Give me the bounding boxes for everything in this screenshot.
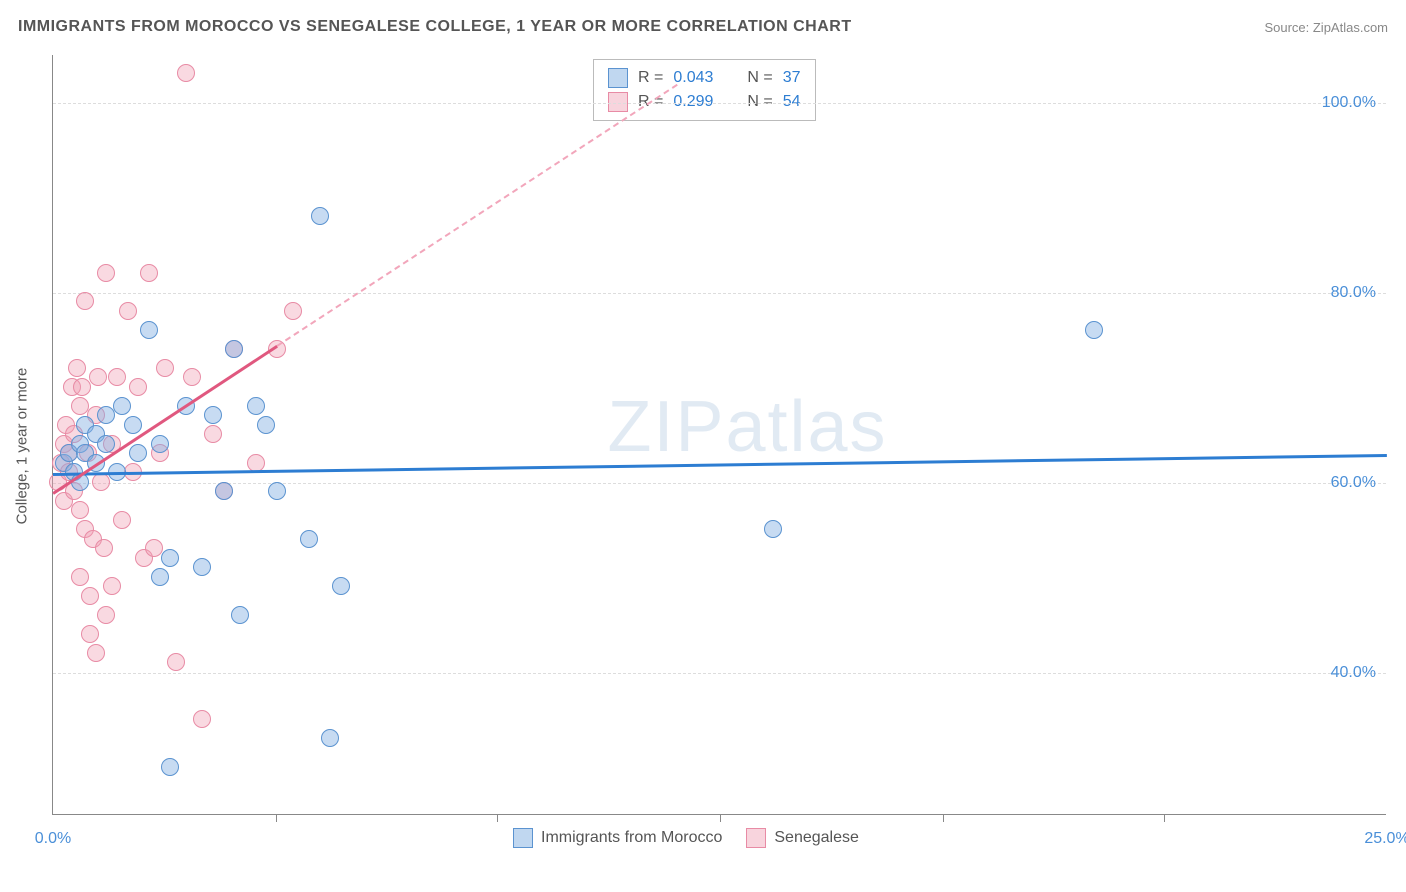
legend-label: Senegalese [774,829,859,847]
y-tick-label: 40.0% [1331,664,1376,682]
data-point [140,264,158,282]
legend-item-morocco: Immigrants from Morocco [513,828,722,848]
data-point [87,644,105,662]
trend-line [277,84,678,347]
r-value: 0.043 [673,69,713,87]
data-point [177,64,195,82]
n-label: N = [747,69,772,87]
y-axis-label: College, 1 year or more [14,368,31,525]
data-point [321,729,339,747]
x-tick [720,814,721,822]
correlation-stats-box: R = 0.043 N = 37 R = 0.299 N = 54 [593,59,816,121]
x-tick [497,814,498,822]
y-tick-label: 60.0% [1331,474,1376,492]
data-point [284,302,302,320]
data-point [129,378,147,396]
data-point [151,568,169,586]
data-point [764,520,782,538]
swatch-blue-icon [513,828,533,848]
scatter-plot-area: ZIPatlas R = 0.043 N = 37 R = 0.299 N = … [52,55,1386,815]
data-point [151,435,169,453]
series-legend: Immigrants from Morocco Senegalese [513,828,859,848]
data-point [97,606,115,624]
x-tick-label: 0.0% [35,830,71,848]
data-point [124,416,142,434]
y-tick-label: 80.0% [1331,284,1376,302]
data-point [81,587,99,605]
data-point [92,473,110,491]
data-point [71,568,89,586]
data-point [161,549,179,567]
data-point [129,444,147,462]
data-point [231,606,249,624]
data-point [73,378,91,396]
n-value: 37 [783,69,801,87]
data-point [215,482,233,500]
x-tick [1164,814,1165,822]
data-point [300,530,318,548]
legend-label: Immigrants from Morocco [541,829,722,847]
x-tick [943,814,944,822]
x-tick-label: 25.0% [1364,830,1406,848]
data-point [204,406,222,424]
data-point [89,368,107,386]
data-point [68,359,86,377]
data-point [95,539,113,557]
r-label: R = [638,69,663,87]
data-point [247,397,265,415]
data-point [97,264,115,282]
data-point [167,653,185,671]
data-point [204,425,222,443]
data-point [183,368,201,386]
swatch-pink-icon [746,828,766,848]
data-point [193,710,211,728]
data-point [156,359,174,377]
data-point [1085,321,1103,339]
data-point [257,416,275,434]
data-point [103,577,121,595]
data-point [119,302,137,320]
legend-item-senegalese: Senegalese [746,828,859,848]
data-point [161,758,179,776]
data-point [268,482,286,500]
gridline [53,103,1386,104]
chart-title: IMMIGRANTS FROM MOROCCO VS SENEGALESE CO… [18,18,852,36]
gridline [53,293,1386,294]
data-point [332,577,350,595]
data-point [225,340,243,358]
data-point [311,207,329,225]
watermark: ZIPatlas [607,385,887,467]
data-point [113,511,131,529]
data-point [108,368,126,386]
x-tick [276,814,277,822]
data-point [71,501,89,519]
gridline [53,483,1386,484]
data-point [193,558,211,576]
swatch-blue-icon [608,68,628,88]
data-point [247,454,265,472]
data-point [76,292,94,310]
data-point [140,321,158,339]
gridline [53,673,1386,674]
data-point [97,435,115,453]
data-point [97,406,115,424]
source-attribution: Source: ZipAtlas.com [1264,20,1388,35]
data-point [113,397,131,415]
y-tick-label: 100.0% [1322,94,1376,112]
stats-row-morocco: R = 0.043 N = 37 [608,66,801,90]
data-point [81,625,99,643]
